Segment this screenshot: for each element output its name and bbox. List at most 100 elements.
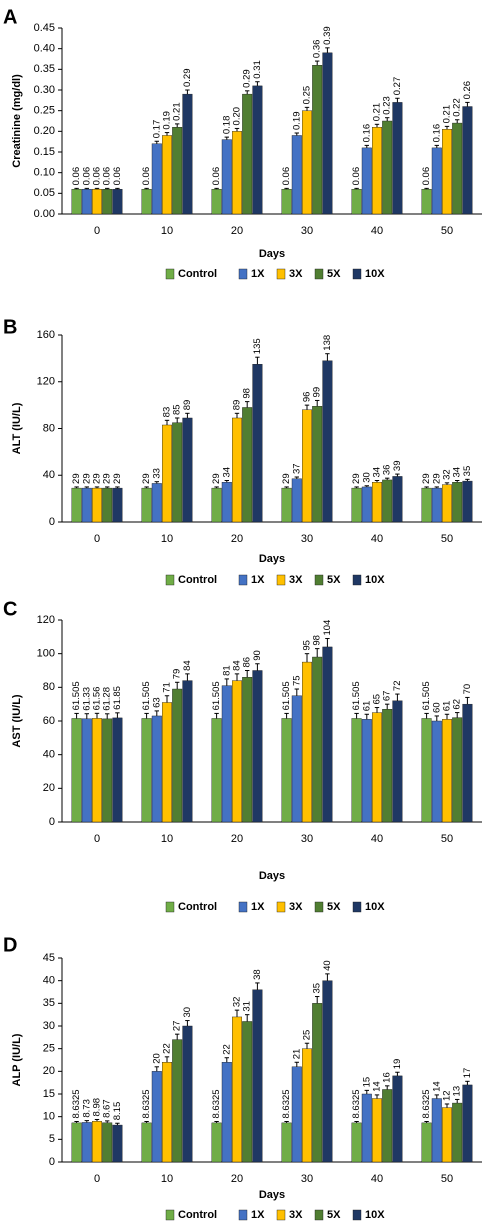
x-tick-label: 0 xyxy=(94,833,100,845)
data-label: 29 xyxy=(421,473,432,484)
data-label: 75 xyxy=(291,675,302,686)
x-tick-label: 0 xyxy=(94,1173,100,1185)
y-tick-label: 0.35 xyxy=(34,63,55,75)
bar-1x-day-30 xyxy=(291,1066,302,1163)
x-tick-label: 10 xyxy=(161,225,173,237)
bar-3x-day-30 xyxy=(302,661,313,823)
data-label: 84 xyxy=(232,660,243,671)
bar-10x-day-40 xyxy=(392,700,403,823)
bar-5x-day-20 xyxy=(242,677,253,823)
x-tick-label: 40 xyxy=(371,833,383,845)
legend-swatch-10x xyxy=(352,1209,362,1221)
y-tick-label: 20 xyxy=(43,1065,55,1077)
bar-control-day-50 xyxy=(421,718,432,823)
bar-control-day-10 xyxy=(141,718,152,823)
bar-5x-day-50 xyxy=(452,1102,463,1163)
bar-5x-day-40 xyxy=(382,479,393,523)
bar-1x-day-0 xyxy=(81,718,92,823)
bar-3x-day-0 xyxy=(91,1121,102,1163)
data-label: 72 xyxy=(392,680,403,691)
data-label: 61.505 xyxy=(211,681,222,710)
bar-1x-day-50 xyxy=(431,720,442,823)
data-label: 8.15 xyxy=(112,1102,123,1121)
data-label: 0.19 xyxy=(162,111,173,130)
data-label: 0.26 xyxy=(462,81,473,100)
legend-label-control: Control xyxy=(178,1209,217,1221)
data-label: 67 xyxy=(382,691,393,702)
x-axis-label: Days xyxy=(259,553,285,565)
bar-1x-day-20 xyxy=(221,685,232,823)
data-label: 16 xyxy=(382,1072,393,1083)
data-label: 63 xyxy=(151,697,162,708)
bar-5x-day-30 xyxy=(312,1003,323,1163)
legend-swatch-3x xyxy=(276,901,286,913)
bar-3x-day-20 xyxy=(231,1016,242,1163)
data-label: 61.505 xyxy=(141,681,152,710)
bar-5x-day-20 xyxy=(242,407,253,523)
bar-control-day-30 xyxy=(281,718,292,823)
data-label: 0.06 xyxy=(211,167,222,186)
bar-1x-day-0 xyxy=(81,487,92,523)
bar-3x-day-50 xyxy=(442,484,453,523)
data-label: 60 xyxy=(431,702,442,713)
panel-letter: B xyxy=(3,316,17,338)
data-label: 33 xyxy=(151,468,162,479)
data-label: 104 xyxy=(322,620,333,636)
y-tick-label: 40 xyxy=(43,975,55,987)
bar-10x-day-10 xyxy=(182,680,193,823)
bar-10x-day-30 xyxy=(322,980,333,1163)
y-tick-label: 160 xyxy=(37,329,55,341)
bar-3x-day-10 xyxy=(161,135,172,215)
legend-label-10x: 10X xyxy=(365,574,385,586)
legend-swatch-control xyxy=(165,901,175,913)
x-tick-label: 50 xyxy=(441,1173,453,1185)
y-tick-label: 80 xyxy=(43,681,55,693)
x-tick-label: 50 xyxy=(441,833,453,845)
data-label: 8.6325 xyxy=(421,1089,432,1118)
bar-3x-day-0 xyxy=(91,188,102,215)
bar-10x-day-20 xyxy=(252,85,263,215)
x-axis-label: Days xyxy=(259,248,285,260)
bar-5x-day-10 xyxy=(172,422,183,523)
bar-1x-day-20 xyxy=(221,139,232,215)
bar-5x-day-20 xyxy=(242,1021,253,1163)
x-tick-label: 40 xyxy=(371,1173,383,1185)
bar-10x-day-50 xyxy=(462,1084,473,1163)
y-tick-label: 5 xyxy=(49,1133,55,1145)
y-axis-label: Creatinine (mg/dl) xyxy=(11,74,23,168)
x-tick-label: 30 xyxy=(301,833,313,845)
data-label: 8.6325 xyxy=(351,1089,362,1118)
legend-label-5x: 5X xyxy=(327,901,341,913)
x-tick-label: 30 xyxy=(301,1173,313,1185)
bar-1x-day-10 xyxy=(151,715,162,823)
bar-10x-day-0 xyxy=(112,717,123,823)
legend-label-1x: 1X xyxy=(251,1209,265,1221)
bar-1x-day-40 xyxy=(361,147,372,215)
y-tick-label: 60 xyxy=(43,715,55,727)
x-tick-label: 10 xyxy=(161,533,173,545)
bar-5x-day-0 xyxy=(102,718,113,823)
data-label: 0.06 xyxy=(351,167,362,186)
data-label: 0.06 xyxy=(71,167,82,186)
bar-5x-day-10 xyxy=(172,1039,183,1163)
bar-1x-day-30 xyxy=(291,695,302,823)
legend-label-1x: 1X xyxy=(251,901,265,913)
data-label: 35 xyxy=(462,466,473,477)
data-label: 0.16 xyxy=(431,124,442,143)
bar-control-day-20 xyxy=(211,1122,222,1163)
data-label: 34 xyxy=(452,467,463,478)
bar-1x-day-10 xyxy=(151,1071,162,1163)
data-label: 17 xyxy=(462,1068,473,1079)
legend: Control 1X 3X 5X 10X xyxy=(165,574,385,586)
data-label: 30 xyxy=(182,1007,193,1018)
data-label: 37 xyxy=(291,463,302,474)
bar-10x-day-20 xyxy=(252,989,263,1163)
legend-swatch-1x xyxy=(238,574,248,586)
bar-5x-day-10 xyxy=(172,688,183,823)
bar-control-day-50 xyxy=(421,1122,432,1163)
bar-control-day-20 xyxy=(211,188,222,215)
y-tick-label: 10 xyxy=(43,1111,55,1123)
x-tick-label: 20 xyxy=(231,225,243,237)
data-label: 0.21 xyxy=(172,102,183,121)
data-label: 0.18 xyxy=(221,116,232,135)
